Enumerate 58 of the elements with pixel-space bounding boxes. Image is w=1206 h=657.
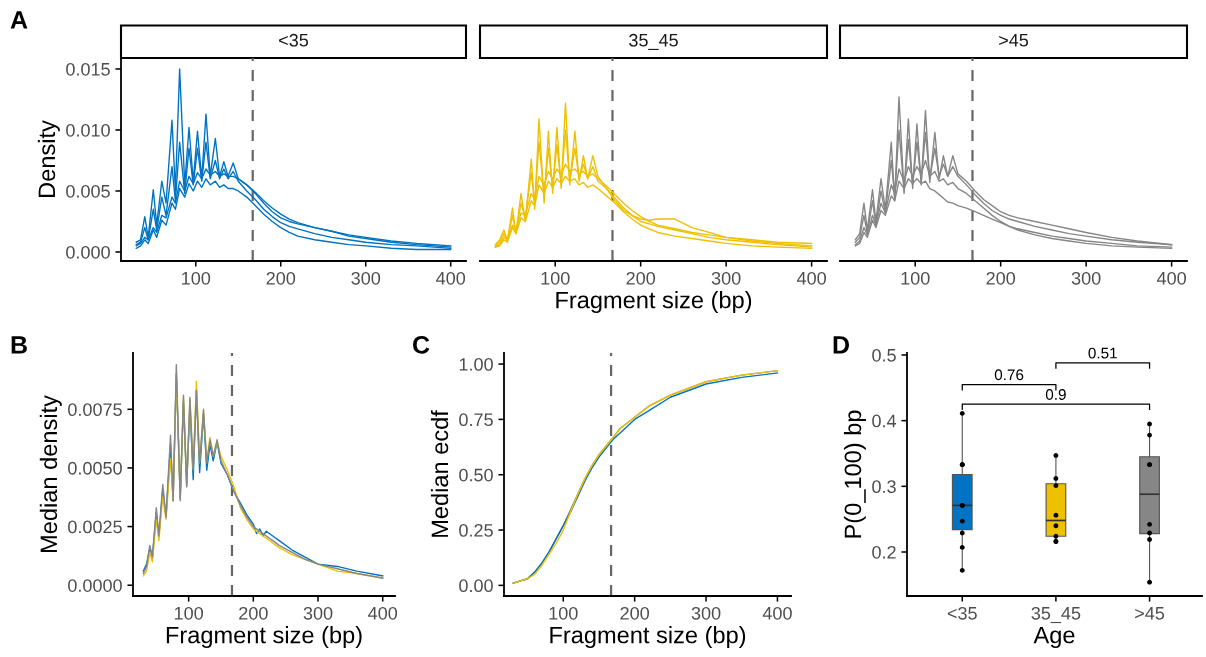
- x-tick-label: 400: [1156, 271, 1186, 285]
- y-tick-label: 0.00: [459, 579, 493, 593]
- y-axis-title: Density: [37, 120, 60, 197]
- y-tick-label: 1.00: [459, 358, 493, 371]
- y-tick-label: 0.0000: [68, 579, 122, 592]
- y-tick-label: 0.0075: [68, 403, 122, 417]
- x-tick-label: 400: [796, 271, 826, 285]
- x-tick-label: 300: [711, 271, 741, 285]
- y-tick-label: 0.010: [66, 123, 110, 137]
- y-tick-label: 0.000: [66, 245, 110, 259]
- x-tick-label: 300: [1071, 271, 1101, 285]
- annotation: 0.51: [1088, 347, 1117, 359]
- y-axis-title: Median density: [39, 395, 62, 552]
- text: D: [833, 336, 849, 354]
- x-tick-label: 200: [626, 271, 656, 285]
- chart-title: <35: [279, 33, 309, 47]
- x-tick-label: 100: [541, 271, 570, 285]
- text: B: [11, 336, 27, 354]
- x-tick-label: 400: [368, 606, 398, 620]
- y-tick-label: 0.5: [872, 348, 896, 362]
- x-axis-title: Fragment size (bp): [550, 626, 746, 649]
- x-tick-label: 100: [182, 271, 211, 285]
- y-tick-label: 0.005: [66, 184, 110, 198]
- y-tick-label: 0.75: [459, 413, 493, 427]
- x-tick-label: 200: [239, 606, 268, 620]
- chart-title: 35_45: [629, 33, 678, 51]
- annotation: 0.76: [994, 369, 1024, 381]
- x-tick-label: <35: [947, 606, 977, 620]
- chart-title: >45: [999, 34, 1029, 47]
- x-tick-label: 200: [266, 271, 296, 285]
- x-tick-label: 200: [620, 606, 650, 620]
- x-tick-label: 200: [986, 271, 1016, 285]
- y-tick-label: 0.3: [872, 480, 896, 494]
- y-tick-label: 0.4: [872, 414, 897, 428]
- y-axis-title: Median ecdf: [430, 410, 449, 537]
- y-axis-title: P(0_100) bp: [843, 410, 866, 538]
- x-axis-title: Age: [1033, 626, 1075, 649]
- y-tick-label: 0.0025: [68, 520, 122, 534]
- x-tick-label: 300: [691, 606, 721, 620]
- y-tick-label: 0.015: [66, 62, 110, 76]
- y-tick-label: 0.50: [459, 468, 493, 482]
- annotation: 0.9: [1045, 389, 1066, 400]
- x-tick-label: 100: [549, 606, 578, 620]
- x-tick-label: 100: [174, 606, 203, 620]
- x-tick-label: 35_45: [1031, 606, 1081, 624]
- x-tick-label: 400: [436, 271, 466, 285]
- y-tick-label: 0.0050: [68, 461, 122, 475]
- x-tick-label: 100: [901, 271, 930, 285]
- text: C: [413, 336, 430, 354]
- x-axis-title: Fragment size (bp): [556, 291, 752, 314]
- x-tick-label: 300: [303, 606, 333, 620]
- x-tick-label: >45: [1135, 607, 1165, 620]
- x-axis-title: Fragment size (bp): [166, 626, 362, 649]
- text: A: [10, 11, 28, 29]
- y-tick-label: 0.25: [459, 523, 493, 537]
- y-tick-label: 0.2: [872, 545, 896, 559]
- x-tick-label: 300: [351, 271, 381, 285]
- x-tick-label: 400: [762, 606, 792, 620]
